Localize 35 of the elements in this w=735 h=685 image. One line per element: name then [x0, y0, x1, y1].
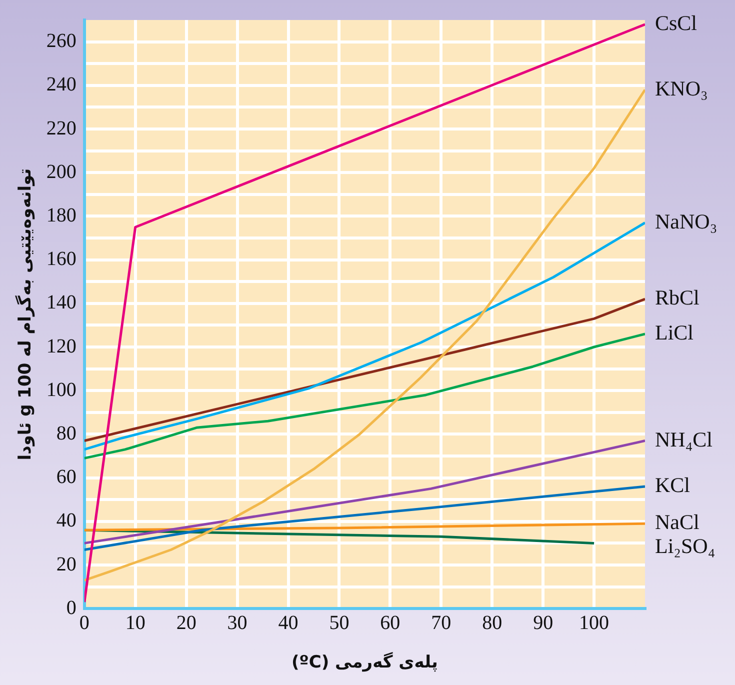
- y-tick-label: 220: [46, 117, 76, 140]
- y-tick-label: 160: [46, 248, 76, 270]
- x-tick-label: 30: [227, 612, 248, 634]
- y-tick-label: 40: [56, 510, 76, 532]
- y-axis-title: توانەوەیێتیی بەگرام لە 100 g ئاودا: [14, 168, 36, 460]
- text: Li₂SO₄: [655, 534, 716, 558]
- x-tick-label: 80: [482, 612, 502, 634]
- y-tick-label: 240: [46, 74, 76, 96]
- series-label: NH₄Cl: [655, 427, 713, 452]
- x-tick-label: 50: [329, 612, 350, 634]
- x-tick-label: 60: [380, 612, 400, 634]
- x-tick-label: 90: [533, 612, 554, 634]
- y-tick-label: 120: [46, 335, 76, 358]
- x-tick-label: 100: [579, 612, 610, 634]
- x-tick-label: 40: [278, 612, 298, 634]
- x-axis-title: پلەی گەرمی (ºC): [292, 651, 438, 672]
- series-label: LiCl: [655, 320, 694, 344]
- series-label: RbCl: [655, 286, 700, 310]
- x-tick-label: 10: [125, 612, 146, 634]
- series-label: NaNO₃: [655, 209, 718, 234]
- y-tick-label: 140: [46, 292, 76, 314]
- y-tick-label: 80: [56, 422, 76, 444]
- y-tick-label: 20: [56, 553, 76, 576]
- x-tick-label: 70: [431, 612, 452, 634]
- y-tick-label: 100: [46, 378, 76, 401]
- series-label: KCl: [655, 473, 690, 498]
- series-label: NaCl: [655, 510, 700, 534]
- series-label: CsCl: [655, 10, 698, 35]
- y-tick-label: 0: [66, 596, 76, 619]
- x-tick-label: 20: [176, 612, 196, 634]
- series-label: KNO₃: [655, 76, 708, 100]
- y-tick-label: 260: [46, 30, 76, 52]
- y-tick-label: 60: [56, 466, 76, 488]
- y-tick-label: 200: [46, 160, 76, 183]
- y-tick-label: 180: [46, 204, 76, 226]
